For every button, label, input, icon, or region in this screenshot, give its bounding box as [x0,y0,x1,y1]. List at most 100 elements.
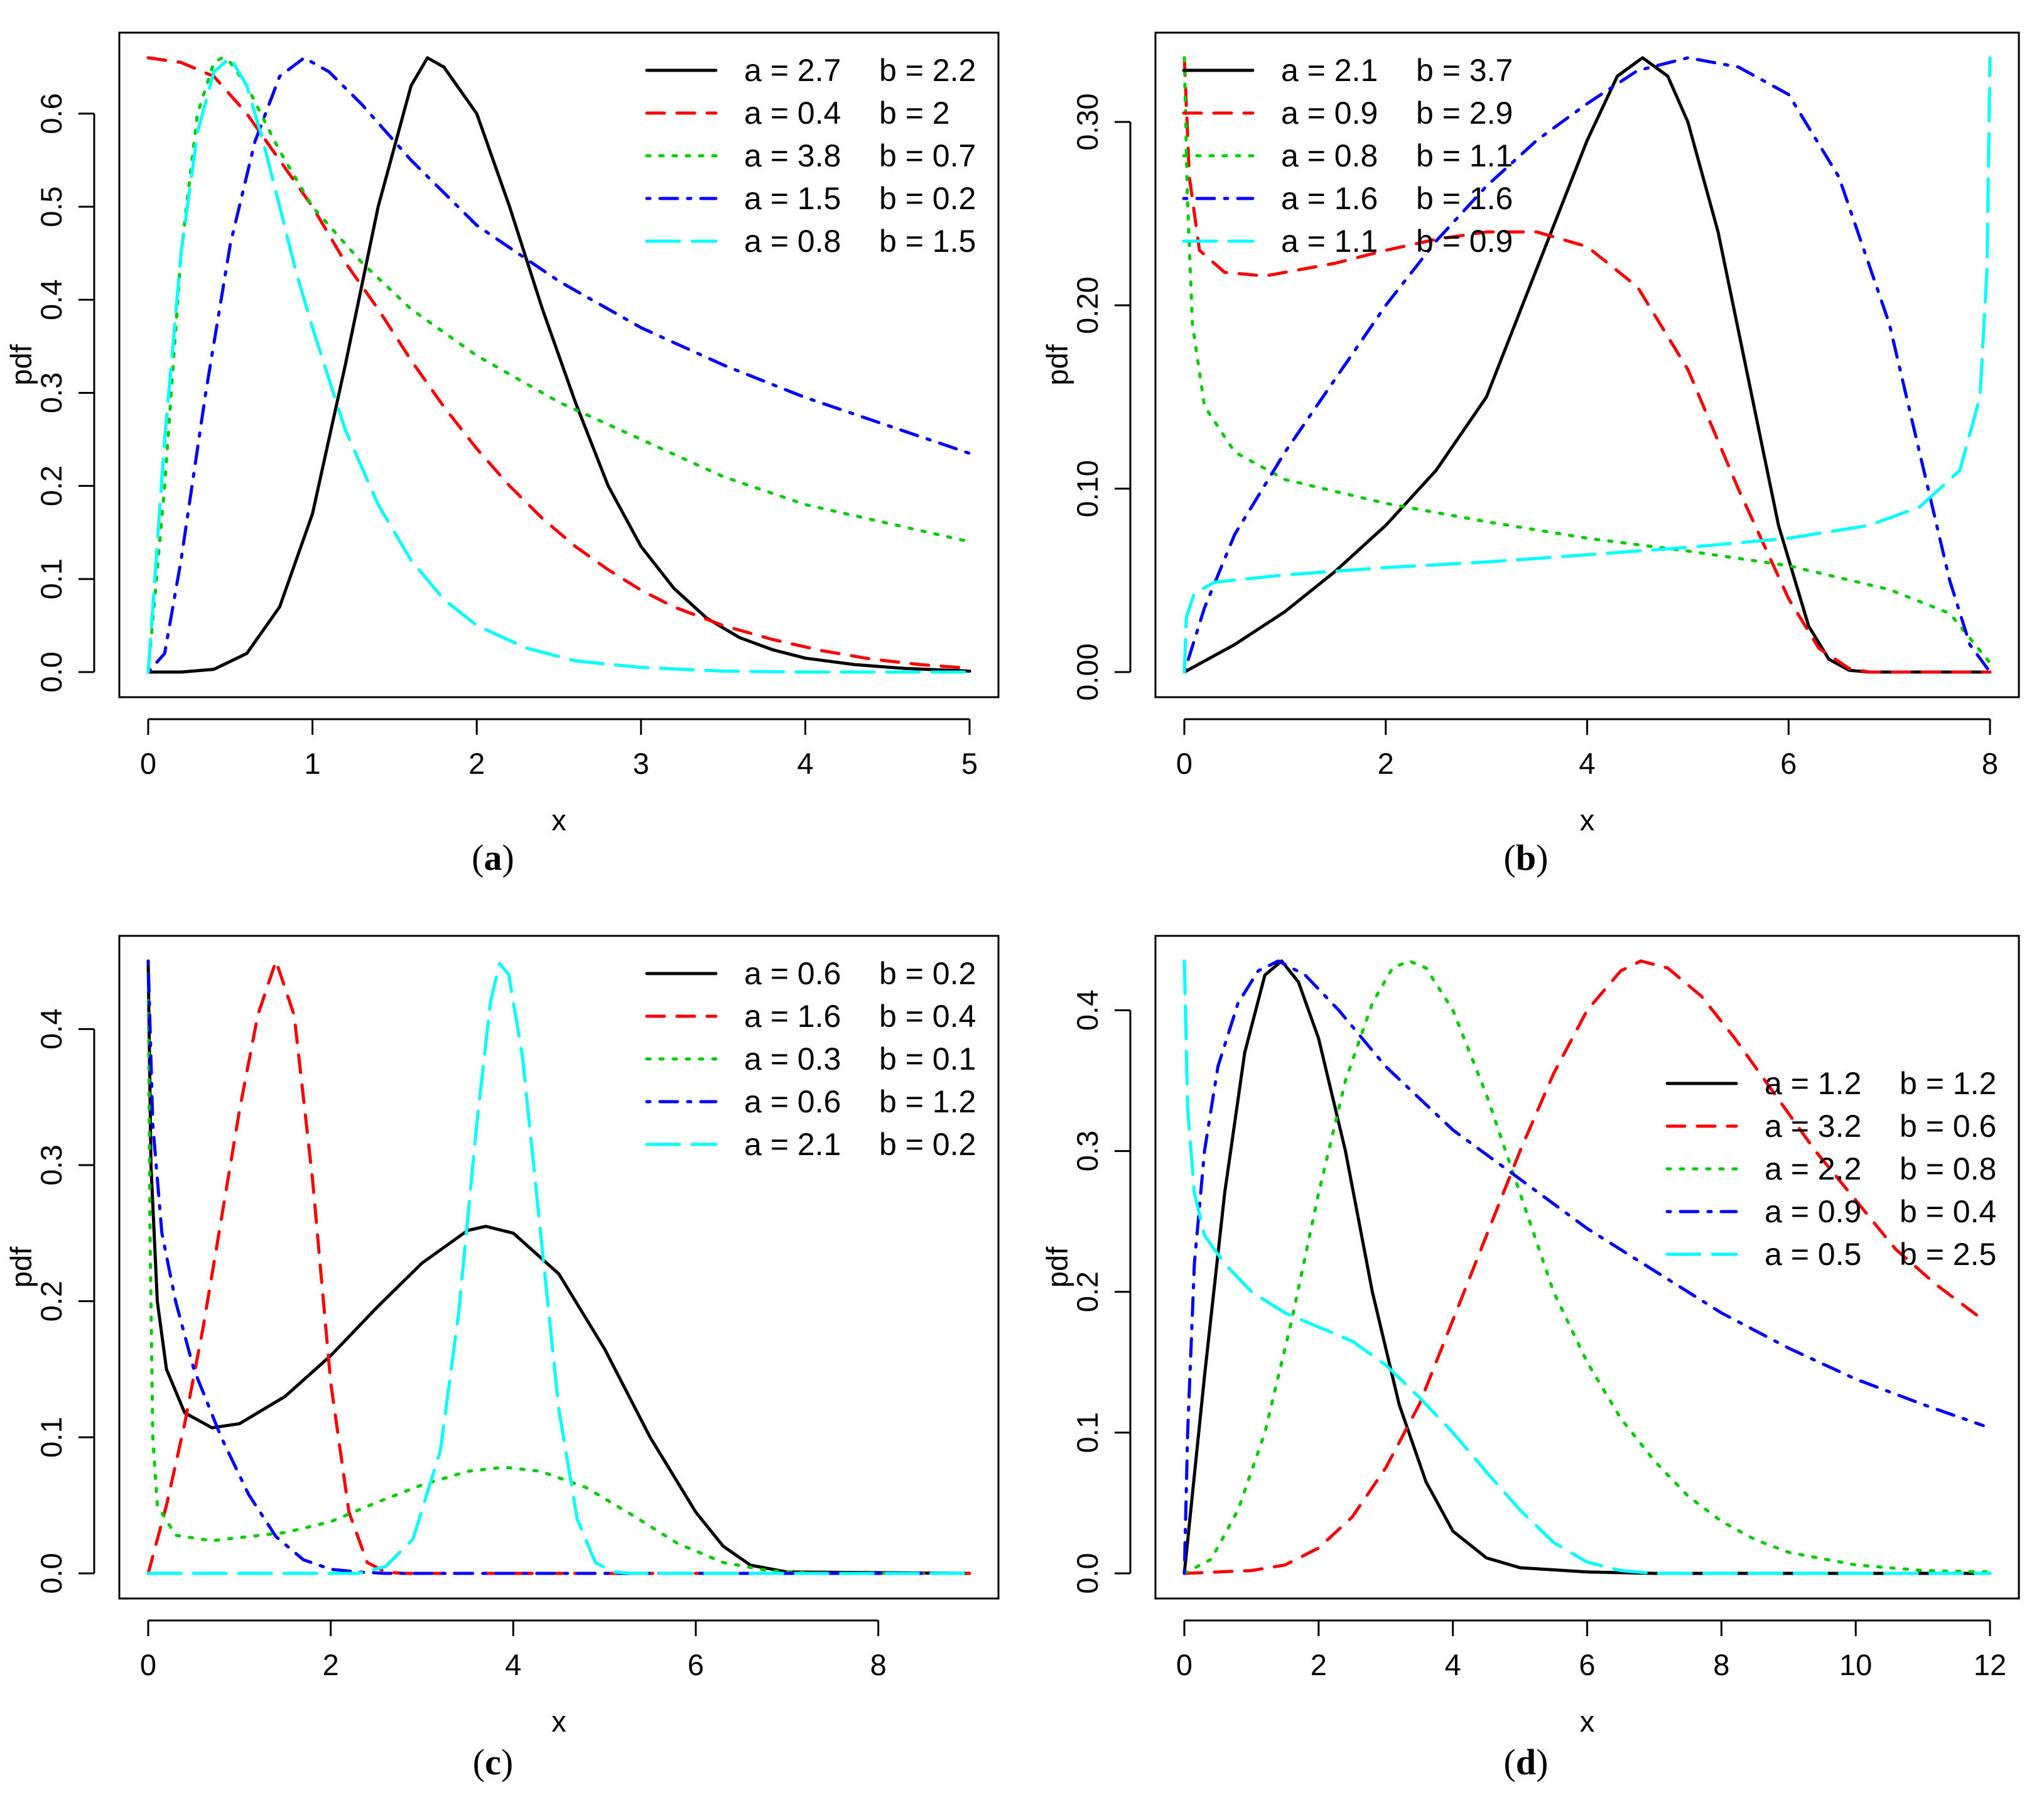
x-tick-label: 0 [1176,1648,1192,1681]
x-tick-label: 1 [305,747,321,780]
legend-b-label: b = 0.4 [879,999,976,1034]
legend-a-label: a = 0.9 [1765,1194,1861,1229]
legend-b-label: b = 2.5 [1900,1237,1996,1272]
y-tick-label: 0.1 [35,1417,68,1458]
legend-b-label: b = 0.8 [1900,1151,1996,1186]
legend-b-label: b = 1.6 [1416,181,1513,216]
series-line-2 [1182,56,1992,674]
legend-b-label: b = 2.2 [879,53,976,88]
legend-a-label: a = 0.4 [744,95,841,131]
x-tick-label: 4 [1579,747,1595,780]
legend-a-label: a = 2.7 [744,53,841,88]
x-tick-label: 2 [323,1648,339,1681]
legend: a = 2.1 b = 3.7 a = 0.9 b = 2.9 a = 0.8 b = 1… [1182,53,1513,259]
caption-open: ( [1504,837,1516,878]
caption-close: ) [1536,837,1548,878]
plot-frame [118,935,1000,1600]
y-tick-label: 0.2 [1071,1271,1104,1312]
series-line-4 [1182,959,1985,1575]
caption-letter: d [1516,1742,1536,1783]
y-tick-label: 0.3 [35,372,68,413]
x-tick-label: 4 [1445,1648,1461,1681]
caption-letter: a [484,837,502,878]
legend: a = 2.7 b = 2.2 a = 0.4 b = 2 a = 3.8 b = 0.7… [645,53,976,259]
y-tick-label: 0.6 [35,93,68,134]
y-tick-label: 0.0 [1071,1553,1104,1593]
panel-caption: (b) [1504,837,1549,878]
legend-a-label: a = 2.1 [1281,53,1378,88]
legend-b-label: b = 0.4 [1900,1194,1996,1229]
y-axis-title: pdf [4,1246,38,1288]
series-line-2 [1182,959,1985,1575]
series-line-5 [146,56,971,674]
legend-b-label: b = 0.2 [879,1127,976,1162]
legend-a-label: a = 2.2 [1765,1151,1861,1186]
legend-a-label: a = 0.3 [744,1041,841,1077]
x-tick-label: 3 [633,747,649,780]
x-tick-label: 0 [140,747,156,780]
legend-b-label: b = 1.5 [879,224,976,259]
series-line-1 [1182,56,1992,674]
series-line-3 [1182,56,1992,665]
legend-a-label: a = 1.5 [744,181,841,216]
x-tick-label: 10 [1839,1648,1872,1681]
x-tick-label: 12 [1974,1648,2006,1681]
legend-a-label: a = 3.2 [1765,1109,1861,1144]
y-axis-title: pdf [1041,1246,1074,1288]
plot-frame [1154,31,2020,698]
legend-a-label: a = 1.6 [1281,181,1378,216]
x-tick-label: 0 [140,1648,156,1681]
x-tick-label: 2 [1311,1648,1327,1681]
legend-b-label: b = 1.2 [1900,1066,1996,1101]
legend-a-label: a = 0.8 [744,224,841,259]
caption-close: ) [501,1742,513,1783]
legend-b-label: b = 3.7 [1416,53,1513,88]
y-tick-label: 0.2 [35,1281,68,1322]
caption-letter: b [1516,837,1536,878]
y-tick-label: 0.20 [1071,276,1104,334]
legend-a-label: a = 0.5 [1765,1237,1861,1272]
series-line-1 [1182,959,1992,1575]
legend-b-label: b = 0.9 [1416,224,1513,259]
legend-b-label: b = 2 [879,95,950,131]
y-axis-title: pdf [1041,344,1074,385]
y-tick-label: 0.1 [35,558,68,599]
caption-open: ( [1504,1742,1516,1783]
y-tick-label: 0.4 [35,280,68,320]
x-tick-label: 6 [1780,747,1797,780]
legend-b-label: b = 0.7 [879,138,976,173]
y-tick-label: 0.0 [35,1553,68,1593]
caption-close: ) [1536,1742,1548,1783]
caption-open: ( [472,837,484,878]
series-line-2 [146,959,971,1575]
plot-frame [118,31,1000,698]
x-axis-title: x [1580,1705,1595,1738]
series-line-3 [146,959,971,1575]
y-tick-label: 0.10 [1071,460,1104,517]
panel-caption: (c) [473,1742,513,1783]
legend-b-label: b = 2.9 [1416,95,1513,131]
x-tick-label: 2 [468,747,485,780]
y-axis-title: pdf [4,344,38,385]
legend-b-label: b = 0.6 [1900,1109,1996,1144]
panel-caption: (d) [1504,1742,1549,1783]
y-tick-label: 0.0 [35,651,68,692]
y-tick-label: 0.30 [1071,93,1104,150]
panel-a: 0 1 2 3 4 5 0.0 0.1 0.2 0.3 0.4 0.5 0.6 x pdf a = 2.7 b … [4,31,1000,878]
caption-close: ) [502,837,514,878]
legend-a-label: a = 1.6 [744,999,841,1034]
y-tick-label: 0.4 [35,1009,68,1050]
x-axis-title: x [1580,803,1595,837]
legend-b-label: b = 1.2 [879,1084,976,1119]
legend-b-label: b = 0.2 [879,181,976,216]
panel-d: 0 2 4 6 8 10 12 0.0 0.1 0.2 0.3 0.4 x pdf a = 1.2 b = 1… [1041,935,2020,1783]
legend: a = 1.2 b = 1.2 a = 3.2 b = 0.6 a = 2.2 b = 0… [1665,1066,1996,1272]
x-tick-label: 6 [688,1648,704,1681]
panel-caption: (a) [472,837,514,878]
y-tick-label: 0.3 [1071,1131,1104,1171]
legend-a-label: a = 0.9 [1281,95,1378,131]
y-tick-label: 0.2 [35,465,68,506]
series-line-4 [1182,56,1992,674]
